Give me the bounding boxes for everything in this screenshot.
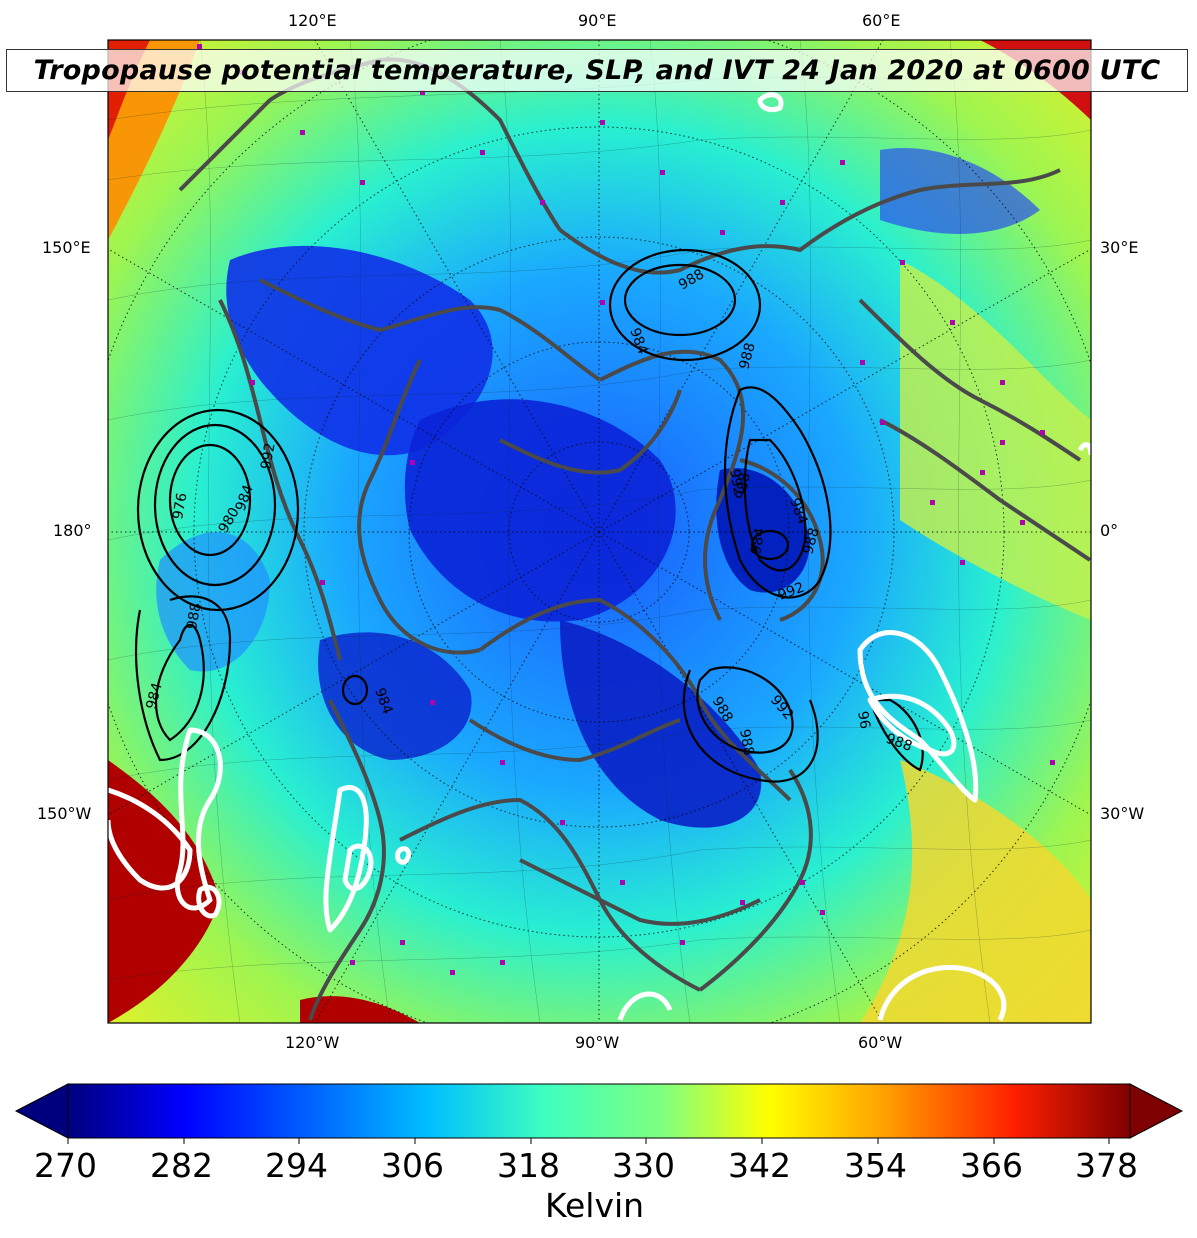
slp-label: 988	[736, 341, 758, 371]
lon-label-right: 0°	[1100, 521, 1119, 540]
lon-label-bottom: 90°W	[575, 1033, 620, 1052]
colorbar-tick-label: 354	[844, 1146, 907, 1185]
ivt-contours	[108, 92, 1091, 1022]
colorbar-label: Kelvin	[545, 1186, 645, 1225]
slp-contours	[135, 248, 924, 783]
colorbar-tick-label: 270	[34, 1146, 97, 1185]
chart-title: Tropopause potential temperature, SLP, a…	[33, 55, 1161, 86]
slp-label: 988	[184, 602, 204, 631]
map-frame	[107, 39, 1092, 1024]
lon-label-left: 150°W	[37, 804, 92, 823]
colorbar-extend-high	[1129, 1083, 1184, 1139]
lon-label-top: 120°E	[288, 11, 337, 30]
slp-label: 984	[748, 527, 768, 556]
lon-label-bottom: 120°W	[285, 1033, 340, 1052]
colorbar-tick-label: 306	[381, 1146, 444, 1185]
colorbar-extend-low	[14, 1083, 69, 1139]
colorbar-tick-label: 318	[497, 1146, 560, 1185]
colorbar-tick-label: 330	[612, 1146, 675, 1185]
lon-label-bottom: 60°W	[858, 1033, 903, 1052]
slp-label: 976	[170, 492, 190, 521]
lon-label-right: 30°W	[1100, 804, 1145, 823]
slp-label: 96	[854, 710, 873, 730]
station-markers	[197, 44, 1055, 975]
colorbar	[14, 1083, 1184, 1144]
slp-label: 988	[800, 526, 822, 556]
colorbar-tick-label: 282	[150, 1146, 213, 1185]
title-box: Tropopause potential temperature, SLP, a…	[6, 49, 1188, 92]
slp-label: 984	[143, 681, 165, 711]
colorbar-tick-label: 294	[265, 1146, 328, 1185]
colorbar-tick-label: 378	[1075, 1146, 1138, 1185]
lon-label-top: 90°E	[578, 11, 617, 30]
slp-label: 988	[736, 728, 756, 757]
slp-label: 988	[733, 472, 753, 501]
slp-label: 992	[726, 468, 746, 497]
colorbar-tick-label: 342	[728, 1146, 791, 1185]
lon-label-top: 60°E	[862, 11, 901, 30]
colorbar-tick-label: 366	[960, 1146, 1023, 1185]
colorbar-bar	[67, 1083, 1131, 1139]
lon-label-left: 150°E	[42, 238, 91, 257]
theta-field: 976 980 984 988 992 984 988 984 988 992 …	[108, 40, 1091, 1023]
lon-label-right: 30°E	[1100, 238, 1139, 257]
slp-label: 992	[258, 442, 278, 471]
lon-label-left: 180°	[53, 521, 92, 540]
